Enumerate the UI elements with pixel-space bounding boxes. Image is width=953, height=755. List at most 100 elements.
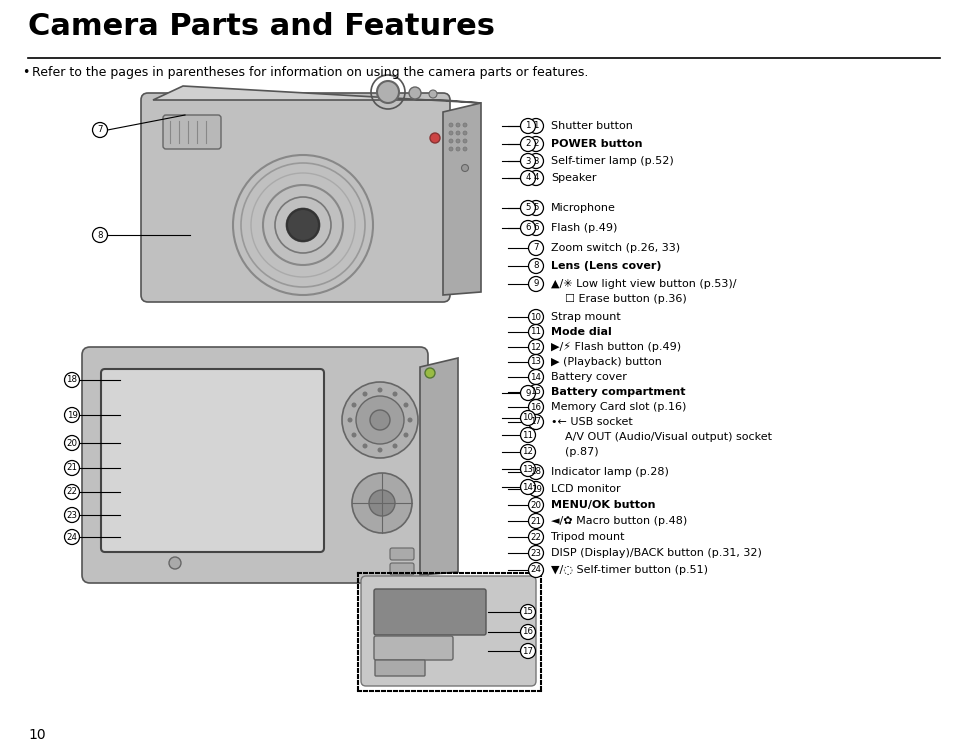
Text: 7: 7 [533,244,538,252]
Circle shape [528,119,543,134]
FancyBboxPatch shape [375,660,424,676]
Circle shape [520,624,535,639]
Circle shape [520,137,535,152]
Text: 23: 23 [67,510,77,519]
Circle shape [528,325,543,340]
Text: 2: 2 [533,140,538,149]
Circle shape [528,384,543,399]
Circle shape [403,402,408,408]
Circle shape [430,133,439,143]
Text: •← USB socket: •← USB socket [551,417,632,427]
Text: 23: 23 [530,548,541,557]
Circle shape [520,220,535,236]
Text: Zoom switch (p.26, 33): Zoom switch (p.26, 33) [551,243,679,253]
Text: 5: 5 [525,204,530,212]
Polygon shape [152,86,480,103]
Text: POWER button: POWER button [551,139,641,149]
Text: ☐ Erase button (p.36): ☐ Erase button (p.36) [551,294,686,304]
Circle shape [462,139,467,143]
Text: Tripod mount: Tripod mount [551,532,624,542]
Circle shape [528,201,543,215]
Text: 13: 13 [522,464,533,473]
Text: 15: 15 [530,387,541,396]
Circle shape [449,139,453,143]
Text: 17: 17 [530,418,541,427]
Text: Memory Card slot (p.16): Memory Card slot (p.16) [551,402,685,412]
Circle shape [351,433,356,437]
Circle shape [369,490,395,516]
Text: •: • [22,66,30,79]
Text: 24: 24 [530,565,541,575]
Circle shape [362,443,367,448]
Circle shape [528,137,543,152]
Circle shape [352,473,412,533]
FancyBboxPatch shape [390,548,414,560]
Circle shape [528,355,543,369]
Circle shape [520,445,535,460]
Polygon shape [442,103,480,295]
Circle shape [520,605,535,620]
Text: ▶/⚡ Flash button (p.49): ▶/⚡ Flash button (p.49) [551,342,680,352]
Text: 17: 17 [522,646,533,655]
Circle shape [351,402,356,408]
Circle shape [528,513,543,528]
Text: 3: 3 [525,156,530,165]
Text: 6: 6 [525,223,530,233]
Circle shape [528,464,543,479]
Text: 19: 19 [67,411,77,420]
Circle shape [520,153,535,168]
Circle shape [456,147,459,151]
Circle shape [65,485,79,500]
Text: ▶ (Playback) button: ▶ (Playback) button [551,357,661,367]
Circle shape [65,461,79,476]
Text: 8: 8 [97,230,103,239]
Circle shape [377,448,382,452]
Text: 9: 9 [525,389,530,397]
Circle shape [362,392,367,396]
Text: Speaker: Speaker [551,173,596,183]
Circle shape [424,368,435,378]
Circle shape [409,87,420,99]
Circle shape [462,131,467,135]
Circle shape [520,201,535,215]
Circle shape [528,562,543,578]
Text: Battery cover: Battery cover [551,372,626,382]
Circle shape [528,276,543,291]
Text: 14: 14 [530,372,541,381]
Circle shape [528,153,543,168]
Text: 2: 2 [525,140,530,149]
Text: 14: 14 [522,482,533,492]
Text: 3: 3 [533,156,538,165]
Circle shape [528,498,543,513]
Circle shape [462,123,467,127]
Circle shape [520,643,535,658]
Circle shape [528,399,543,414]
FancyBboxPatch shape [82,347,428,583]
Circle shape [528,310,543,325]
Circle shape [92,227,108,242]
Circle shape [355,396,403,444]
Circle shape [456,123,459,127]
Circle shape [392,443,397,448]
Text: Camera Parts and Features: Camera Parts and Features [28,12,495,41]
Text: Lens (Lens cover): Lens (Lens cover) [551,261,660,271]
Circle shape [429,90,436,98]
Circle shape [456,131,459,135]
Circle shape [520,427,535,442]
Circle shape [520,479,535,495]
Circle shape [520,119,535,134]
Circle shape [403,433,408,437]
Text: Shutter button: Shutter button [551,121,632,131]
Circle shape [528,220,543,236]
Circle shape [528,369,543,384]
Text: ▲/✳ Low light view button (p.53)/: ▲/✳ Low light view button (p.53)/ [551,279,736,289]
Circle shape [461,165,468,171]
Text: 20: 20 [67,439,77,448]
FancyBboxPatch shape [141,93,450,302]
Text: 10: 10 [530,313,541,322]
Text: A/V OUT (Audio/Visual output) socket: A/V OUT (Audio/Visual output) socket [551,432,771,442]
Text: Mode dial: Mode dial [551,327,611,337]
Text: 19: 19 [530,485,541,494]
Text: Self-timer lamp (p.52): Self-timer lamp (p.52) [551,156,673,166]
Text: ◄/✿ Macro button (p.48): ◄/✿ Macro button (p.48) [551,516,686,526]
